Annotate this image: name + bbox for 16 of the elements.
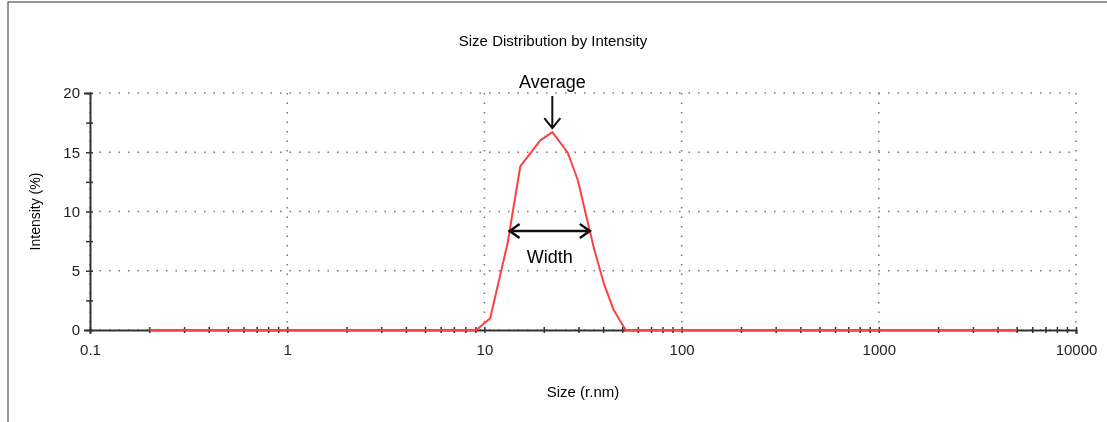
annotation: Average	[518, 72, 586, 93]
x-tick-label: 10000	[1055, 340, 1098, 358]
y-tick-label: 0	[71, 321, 80, 339]
y-tick-label: 5	[71, 262, 80, 280]
x-axis-title: Size (r.nm)	[546, 383, 620, 400]
x-tick-label: 1000	[862, 340, 896, 358]
y-tick-label: 10	[63, 202, 80, 220]
y-tick-label: 15	[63, 143, 80, 161]
x-tick-label: 10	[476, 340, 494, 358]
x-tick-label: 1	[283, 340, 292, 358]
annotation: Width	[526, 247, 573, 268]
y-tick-label: 20	[63, 84, 80, 102]
x-tick-label: 100	[669, 340, 695, 358]
x-tick-label: 0.1	[80, 340, 101, 358]
chart-title: Size Distribution by Intensity	[458, 32, 648, 49]
y-axis-title: Intensity (%)	[27, 172, 43, 251]
